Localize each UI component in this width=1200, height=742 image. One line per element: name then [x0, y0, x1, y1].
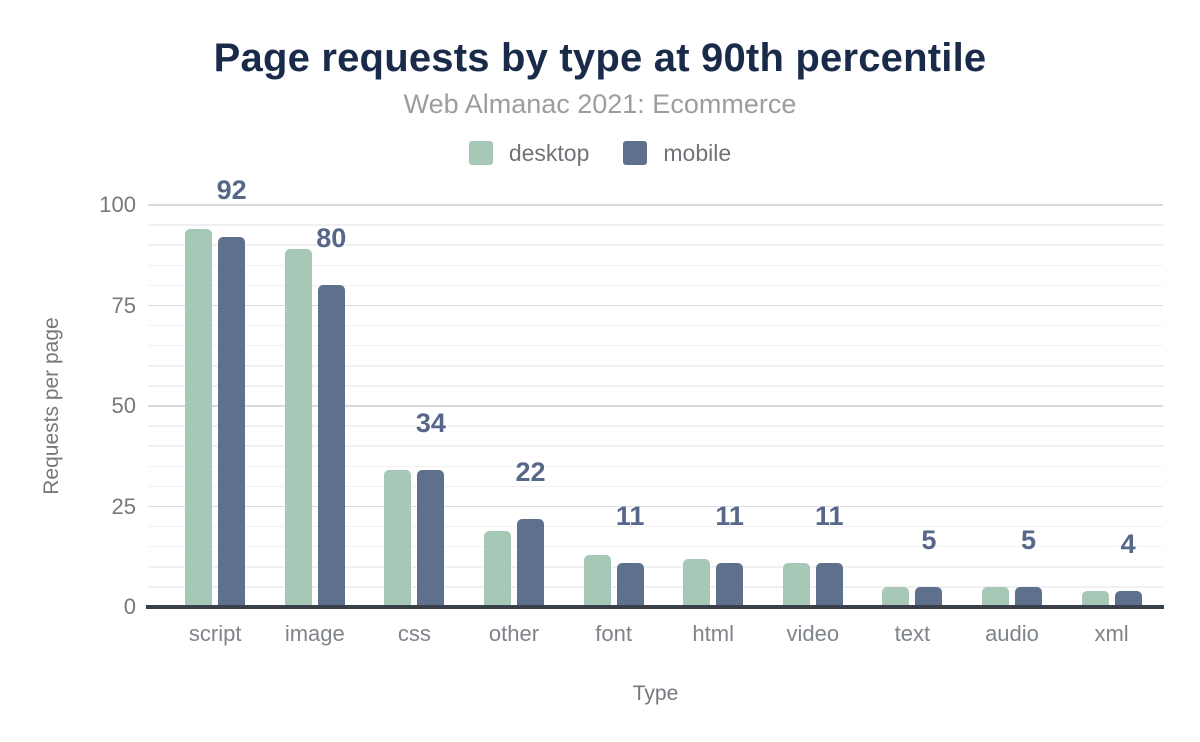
bar-mobile-video: [815, 562, 843, 607]
minor-gridline: [148, 284, 1163, 287]
value-label-css: 34: [415, 408, 446, 439]
legend-item-mobile: mobile: [623, 141, 731, 165]
minor-gridline: [148, 365, 1163, 367]
minor-gridline: [148, 244, 1163, 246]
x-tick-label-audio: audio: [985, 621, 1039, 646]
bar-desktop-image: [284, 249, 312, 607]
x-tick-label-font: font: [595, 621, 632, 646]
value-label-image: 80: [316, 223, 347, 254]
y-tick-label: 100: [99, 192, 136, 217]
bar-mobile-css: [417, 470, 445, 607]
minor-gridline: [148, 344, 1163, 347]
y-tick-label: 25: [111, 493, 136, 519]
bar-desktop-audio: [982, 586, 1009, 607]
y-tick-label: 50: [111, 393, 136, 418]
value-label-script: 92: [216, 175, 247, 206]
x-axis-title: Type: [632, 682, 679, 705]
minor-gridline: [148, 465, 1163, 468]
bar-mobile-audio: [1015, 586, 1042, 607]
value-label-xml: 4: [1120, 528, 1136, 559]
bar-mobile-html: [716, 562, 744, 607]
bar-desktop-video: [782, 562, 810, 607]
desktop-series-swatch: [468, 141, 493, 165]
x-tick-label-css: css: [397, 621, 431, 646]
minor-gridline: [148, 586, 1163, 588]
legend-label-desktop: desktop: [508, 140, 590, 166]
chart-title: Page requests by type at 90th percentile: [213, 36, 987, 80]
x-tick-label-video: video: [786, 621, 840, 646]
minor-gridline: [148, 445, 1163, 447]
value-label-audio: 5: [1020, 524, 1037, 555]
bar-desktop-xml: [1081, 590, 1109, 607]
value-label-other: 22: [515, 456, 546, 487]
bar-mobile-xml: [1114, 590, 1142, 607]
chart-subtitle: Web Almanac 2021: Ecommerce: [403, 89, 797, 119]
bar-desktop-css: [384, 470, 412, 607]
major-gridline: [148, 405, 1163, 407]
bar-mobile-text: [915, 586, 943, 607]
minor-gridline: [148, 566, 1163, 568]
y-tick-label: 75: [111, 292, 136, 318]
value-label-html: 11: [715, 500, 744, 531]
major-gridline: [148, 204, 1163, 206]
value-label-video: 11: [815, 500, 844, 531]
mobile-series-swatch: [623, 141, 648, 165]
bar-desktop-text: [882, 586, 910, 607]
x-tick-label-xml: xml: [1094, 621, 1129, 646]
minor-gridline: [148, 264, 1163, 267]
minor-gridline: [148, 545, 1163, 548]
x-axis-line: [146, 605, 1164, 609]
x-tick-label-other: other: [488, 621, 540, 646]
bar-desktop-script: [185, 229, 213, 607]
value-label-text: 5: [921, 524, 937, 555]
minor-gridline: [148, 485, 1163, 488]
minor-gridline: [148, 224, 1163, 226]
minor-gridline: [148, 525, 1163, 528]
bar-mobile-image: [317, 285, 345, 607]
y-tick-label: 0: [123, 594, 136, 619]
x-tick-label-script: script: [188, 621, 242, 646]
legend-label-mobile: mobile: [663, 140, 732, 166]
x-tick-label-html: html: [692, 621, 734, 646]
bar-desktop-font: [583, 554, 611, 607]
x-tick-label-text: text: [894, 621, 931, 646]
bar-mobile-script: [218, 237, 246, 607]
minor-gridline: [148, 425, 1163, 427]
bar-mobile-other: [517, 518, 544, 607]
bar-desktop-html: [683, 558, 711, 607]
legend: desktop mobile: [0, 141, 1200, 165]
major-gridline: [148, 304, 1163, 307]
major-gridline: [148, 505, 1163, 508]
legend-item-desktop: desktop: [468, 140, 590, 166]
bar-desktop-other: [484, 530, 511, 607]
minor-gridline: [148, 385, 1163, 387]
minor-gridline: [148, 324, 1163, 327]
value-label-font: 11: [615, 500, 645, 531]
bar-mobile-font: [616, 562, 644, 607]
x-tick-label-image: image: [284, 621, 345, 646]
